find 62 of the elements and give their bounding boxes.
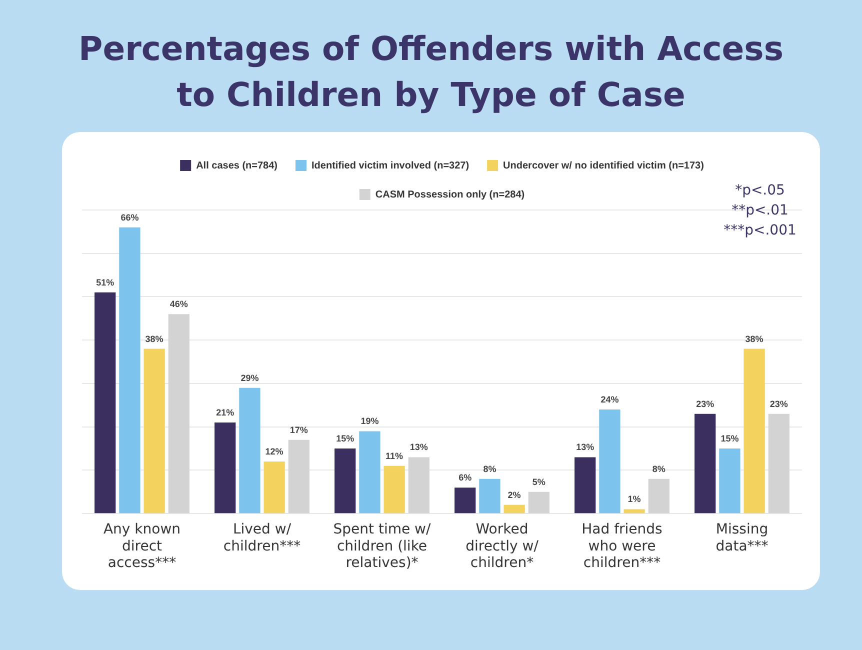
data-label: 1% bbox=[628, 494, 641, 504]
bar bbox=[239, 388, 260, 514]
bar bbox=[504, 504, 525, 514]
legend-label: Undercover w/ no identified victim (n=173) bbox=[503, 160, 704, 172]
data-label: 8% bbox=[652, 464, 666, 474]
data-label: 24% bbox=[600, 394, 619, 404]
data-label: 11% bbox=[386, 450, 404, 461]
annotation: **p<.01 bbox=[732, 202, 788, 219]
bar bbox=[264, 462, 285, 514]
x-tick-label: Worked directly w/ children* bbox=[466, 522, 539, 572]
annotation: ***p<.001 bbox=[724, 222, 796, 239]
bar bbox=[599, 410, 620, 514]
bar bbox=[454, 488, 476, 514]
bar bbox=[694, 414, 716, 514]
data-label: 12% bbox=[265, 446, 284, 457]
bar bbox=[119, 227, 140, 514]
data-label: 19% bbox=[360, 416, 379, 426]
data-label: 46% bbox=[170, 299, 188, 310]
data-label: 51% bbox=[96, 277, 114, 288]
bar bbox=[168, 314, 190, 514]
data-label: 21% bbox=[216, 408, 234, 418]
data-label: 66% bbox=[120, 212, 139, 222]
data-label: 23% bbox=[696, 398, 714, 409]
bar bbox=[334, 448, 356, 514]
bar bbox=[359, 431, 380, 514]
data-label: 23% bbox=[770, 398, 788, 409]
data-label: 8% bbox=[483, 464, 496, 474]
bar bbox=[574, 457, 596, 514]
data-label: 17% bbox=[290, 424, 308, 435]
data-label: 6% bbox=[458, 472, 472, 483]
bar bbox=[214, 422, 236, 514]
data-label: 13% bbox=[410, 442, 428, 452]
bar bbox=[624, 509, 645, 514]
bar bbox=[768, 414, 790, 514]
bar bbox=[648, 478, 670, 514]
x-tick-label: Spent time w/ children (like relatives)* bbox=[333, 522, 432, 572]
data-label: 2% bbox=[508, 490, 521, 500]
legend-label: CASM Possession only (n=284) bbox=[375, 189, 525, 200]
data-label: 38% bbox=[745, 334, 764, 344]
bar bbox=[479, 478, 500, 514]
data-label: 5% bbox=[532, 476, 546, 487]
bar bbox=[384, 466, 405, 514]
x-tick-label: Missing data*** bbox=[716, 522, 768, 554]
x-tick-label: Lived w/ children*** bbox=[223, 522, 301, 554]
bar bbox=[744, 348, 765, 514]
x-tick-label: Had friends who were children*** bbox=[582, 522, 662, 572]
data-label: 29% bbox=[240, 372, 259, 383]
legend-label: Identified victim involved (n=327) bbox=[312, 160, 470, 172]
bar bbox=[528, 492, 550, 514]
bar bbox=[719, 448, 740, 514]
bar bbox=[94, 292, 116, 514]
data-label: 13% bbox=[576, 442, 594, 452]
legend-label: All cases (n=784) bbox=[196, 160, 278, 172]
bar bbox=[144, 348, 165, 514]
bar bbox=[288, 440, 310, 514]
chart-title: Percentages of Offenders with Access to Children by Type of Case bbox=[78, 28, 784, 116]
data-label: 15% bbox=[720, 434, 739, 444]
data-label: 38% bbox=[145, 334, 164, 344]
data-label: 15% bbox=[336, 434, 354, 444]
x-tick-label: Any known direct access*** bbox=[103, 522, 181, 572]
text: *p<.05 bbox=[735, 182, 785, 199]
bar bbox=[408, 457, 430, 514]
